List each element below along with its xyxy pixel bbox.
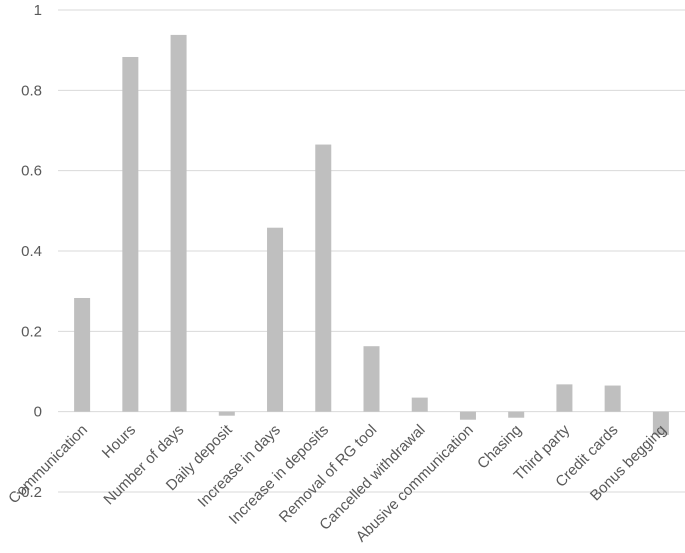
bar [267,227,284,412]
bar [556,384,573,412]
y-tick-label: -0.2 [16,484,42,501]
bar [508,411,525,418]
y-tick-label: 0.4 [21,243,42,260]
bar [315,144,332,412]
bar [411,397,428,412]
bar [122,56,139,412]
bars [74,34,669,435]
x-category-label: Increase in days [195,421,284,510]
bar [459,411,476,420]
y-tick-label: 0.2 [21,323,42,340]
y-tick-label: 0 [34,404,42,421]
y-tick-label: 0.8 [21,82,42,99]
bar [604,385,621,412]
y-axis-tick-labels: -0.2 0 0.2 0.4 0.6 0.8 1 [16,2,42,501]
bar [363,346,380,412]
bar [74,297,91,412]
y-tick-label: 0.6 [21,163,42,180]
bar [652,411,669,435]
y-tick-label: 1 [34,2,42,19]
x-category-label: Communication [5,421,91,507]
bar [218,411,235,416]
bar [170,34,187,412]
gridlines [58,9,685,493]
x-category-label: Hours [99,421,139,461]
